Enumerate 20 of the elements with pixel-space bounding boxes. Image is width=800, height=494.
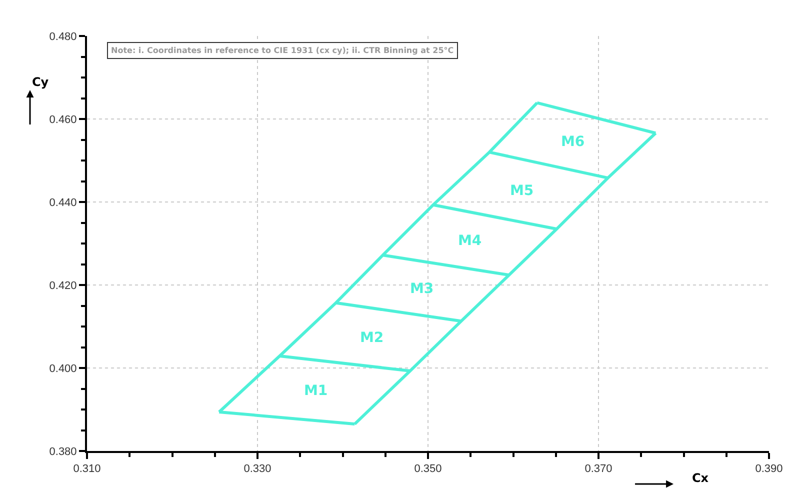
y-tick-label: 0.440 (49, 196, 77, 209)
x-tick-label: 0.390 (755, 463, 783, 476)
x-tick-label: 0.310 (73, 463, 101, 476)
annotation: M6 (561, 134, 585, 150)
annotation: M3 (410, 281, 434, 297)
y-axis-title: Cy (32, 75, 49, 89)
annotation: M4 (458, 233, 482, 249)
annotation: M2 (360, 330, 384, 346)
x-tick-label: 0.370 (584, 463, 612, 476)
y-tick-label: 0.480 (49, 30, 77, 43)
annotation: Note: i. Coordinates in reference to CIE 1931 (cx cy); ii. CTR Binning at 25°C (111, 46, 454, 55)
y-tick-label: 0.420 (49, 280, 77, 292)
y-tick-label: 0.380 (49, 446, 77, 458)
x-tick-label: 0.350 (414, 463, 442, 476)
x-tick-label: 0.330 (244, 463, 272, 476)
y-tick-label: 0.460 (49, 114, 77, 126)
y-tick-label: 0.400 (49, 362, 77, 375)
annotation: M1 (304, 383, 328, 399)
annotation: M5 (510, 183, 534, 199)
x-axis-title: Cx (692, 471, 709, 485)
